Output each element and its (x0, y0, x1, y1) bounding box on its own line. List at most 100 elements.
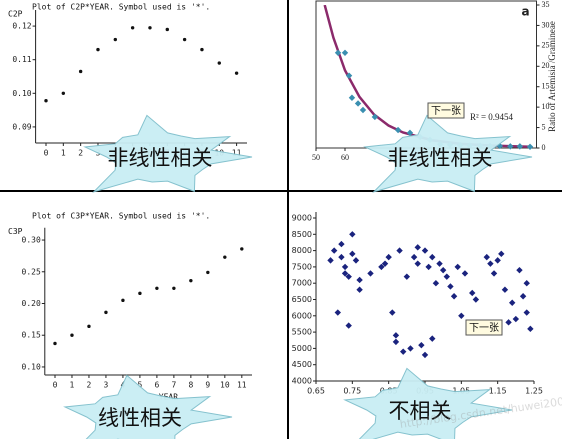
point (483, 253, 490, 261)
starburst (63, 374, 233, 439)
point (421, 247, 429, 254)
point (352, 257, 360, 264)
x-tick-label: 0.65 (307, 387, 325, 396)
point (494, 257, 501, 264)
point (458, 312, 465, 319)
y-tick-label: 4000 (292, 377, 312, 386)
point (414, 244, 421, 251)
point (378, 263, 385, 271)
y-tick-label: 4500 (292, 360, 312, 369)
point (113, 37, 118, 42)
point (130, 26, 135, 30)
point (155, 286, 159, 290)
point (87, 324, 91, 329)
y-tick-label: 6000 (292, 311, 312, 320)
y-tick-label: 0.10 (12, 89, 31, 98)
y-tick-label: 0.30 (22, 236, 41, 245)
y-tick-label: 10 (542, 102, 550, 111)
point (414, 260, 421, 267)
button-box (465, 319, 503, 336)
point (443, 273, 450, 280)
point (367, 270, 374, 277)
chart: 0.100.150.200.250.3001234567891011Plot o… (8, 212, 252, 402)
y-tick-label: 6500 (292, 295, 312, 304)
point (234, 71, 239, 75)
annotation: 非线性相关 (108, 146, 213, 170)
point (217, 61, 221, 65)
point (356, 276, 363, 284)
point (410, 253, 418, 261)
y-tick-label: 0.10 (22, 362, 41, 371)
y-tick-label: 0.20 (22, 299, 41, 308)
point (172, 286, 176, 290)
point (345, 322, 352, 329)
point (447, 283, 454, 290)
point (507, 143, 514, 150)
x-tick-label: 6 (154, 381, 159, 390)
point (505, 319, 512, 326)
y-axis-label: C2P (8, 10, 23, 19)
point (359, 106, 367, 114)
annotation: 非线性相关 (388, 146, 493, 170)
point (454, 263, 461, 271)
y-tick-label: 9000 (292, 214, 312, 223)
button-label: 下一张 (469, 322, 499, 334)
x-tick-label: 1 (70, 381, 75, 390)
point (148, 26, 152, 30)
y-tick-label: 0.25 (22, 267, 41, 276)
y-tick-label: 20 (542, 61, 550, 70)
x-tick-label: 9 (205, 381, 210, 390)
point (78, 69, 83, 74)
point (400, 348, 407, 355)
point (330, 247, 338, 254)
x-tick-label: 3 (104, 381, 109, 390)
point (389, 309, 396, 316)
starburst (343, 367, 513, 439)
panel-label: a (522, 5, 530, 19)
point (490, 270, 498, 277)
point (516, 143, 524, 150)
x-tick-label: 11 (237, 381, 247, 390)
point (200, 47, 204, 52)
point (182, 37, 187, 42)
point (421, 351, 429, 359)
charts: 0.090.100.110.1201234567891011Plot of C2… (8, 0, 557, 402)
point (439, 266, 447, 274)
x-tick-label: 2 (87, 381, 92, 390)
next-button[interactable]: 下一张 (427, 102, 465, 119)
next-button[interactable]: 下一张 (465, 319, 503, 336)
x-tick-label: 10 (220, 381, 230, 390)
x-tick-label: 0 (53, 381, 58, 390)
point (138, 291, 142, 296)
point (354, 100, 362, 107)
x-tick-label: 8 (188, 381, 193, 390)
point (96, 47, 100, 52)
x-tick-label: 1.15 (489, 387, 507, 396)
y-tick-label: 0.12 (12, 22, 31, 31)
point (381, 260, 389, 267)
point (512, 315, 520, 323)
y-tick-label: 8500 (292, 230, 312, 239)
point (429, 335, 436, 342)
x-tick-label: 11 (232, 149, 242, 158)
chart-title: Plot of C2P*YEAR. Symbol used is '*'. (32, 3, 210, 12)
point (206, 270, 210, 275)
point (44, 99, 48, 103)
point (516, 266, 523, 274)
x-tick-label: 2 (78, 149, 83, 158)
point (509, 299, 516, 306)
x-tick-label: 60 (341, 153, 349, 162)
y-tick-label: 0.11 (12, 55, 31, 64)
fit-label: R² = 0.9454 (470, 112, 514, 122)
point (407, 345, 414, 352)
point (385, 253, 392, 261)
point (338, 240, 345, 248)
point (334, 49, 342, 57)
point (61, 91, 66, 96)
y-tick-label: 35 (542, 0, 550, 9)
point (461, 270, 469, 277)
point (104, 310, 108, 315)
y-tick-label: 15 (542, 82, 550, 91)
